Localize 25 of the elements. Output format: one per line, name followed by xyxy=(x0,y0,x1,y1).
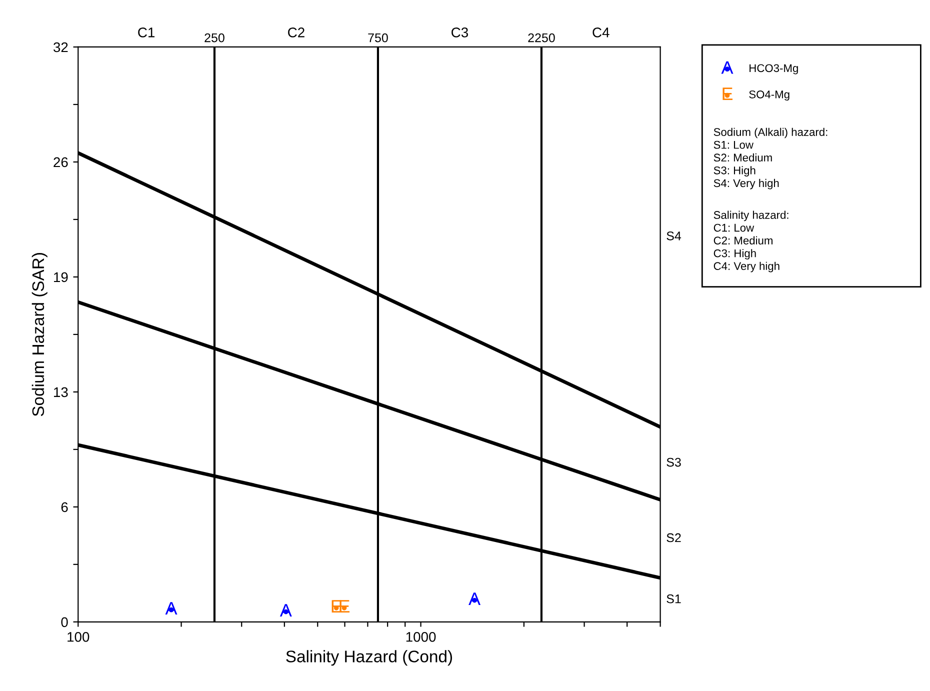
text: Sodium (Alkali) hazard: S1: Low S2: Medium S3: High S4: Very high xyxy=(714,128,828,190)
legend-label: SO4-Mg xyxy=(749,90,790,101)
legend-label: HCO3-Mg xyxy=(750,64,798,74)
ref-line-label: 250 xyxy=(204,33,224,42)
x-tick-label: 100 xyxy=(68,632,90,642)
x-tick-label: 1000 xyxy=(406,632,436,642)
y-tick-label: 0 xyxy=(61,617,68,628)
text: S2 xyxy=(666,533,681,542)
text: Salinity hazard: C1: Low C2: Medium C3: High C4: Very high xyxy=(714,210,788,272)
y-tick-label: 13 xyxy=(54,387,68,398)
text: C2 xyxy=(288,28,304,38)
ref-line-label: 2250 xyxy=(528,33,555,42)
y-tick-label: 32 xyxy=(53,42,68,52)
y-tick-label: 6 xyxy=(61,502,68,512)
text: S3 xyxy=(666,458,681,467)
text: C3 xyxy=(452,28,468,38)
text: C1 xyxy=(138,28,154,38)
y-tick-label: 19 xyxy=(54,272,68,282)
y-tick-label: 26 xyxy=(54,157,68,168)
text: S1 xyxy=(666,594,681,604)
ref-line-label: 750 xyxy=(368,33,388,42)
y-axis-title: Sodium Hazard (SAR) xyxy=(32,253,48,416)
text: C4 xyxy=(592,28,610,38)
x-axis-title: Salinity Hazard (Cond) xyxy=(286,650,452,666)
text: S4 xyxy=(666,231,682,240)
